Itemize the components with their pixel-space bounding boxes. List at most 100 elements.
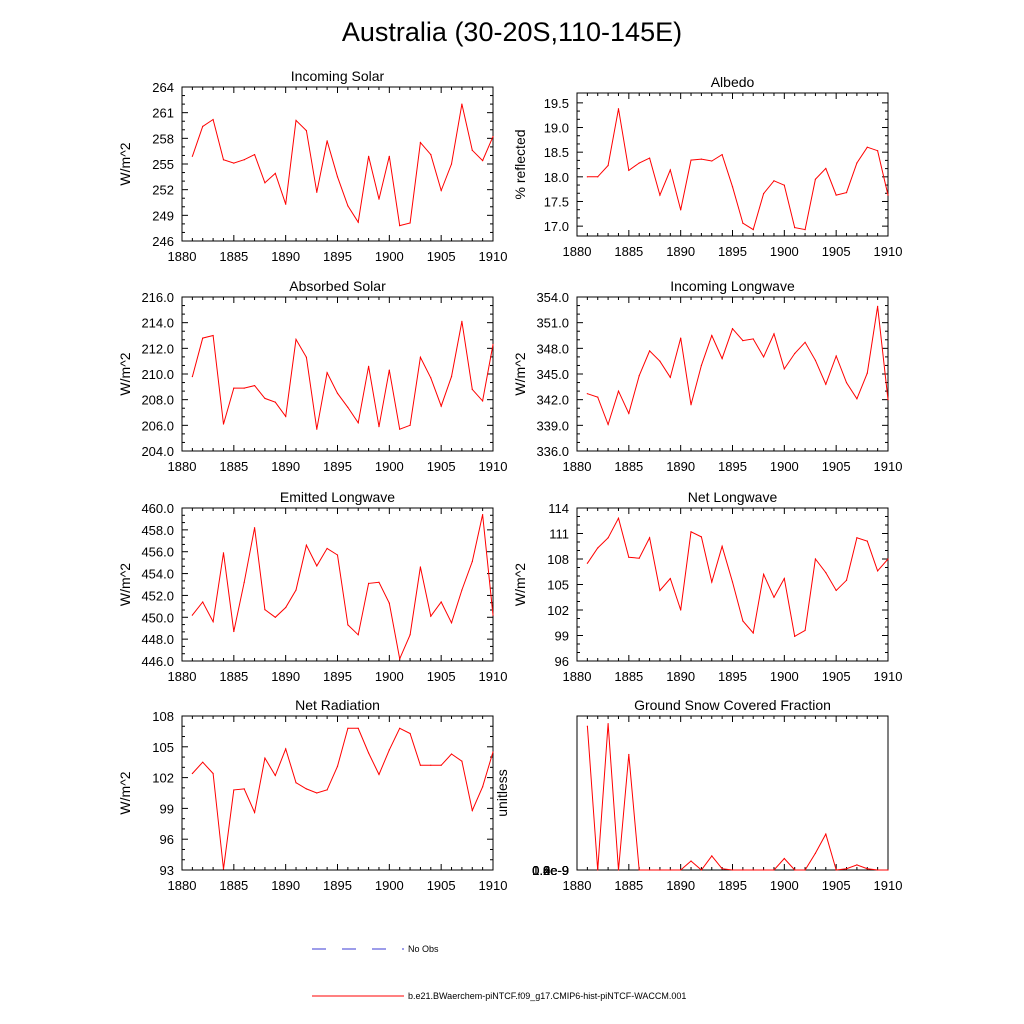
data-point — [617, 108, 620, 110]
panel-ground-snow-covered-fraction: Ground Snow Covered Fraction unitless 1880… — [494, 697, 902, 893]
data-point — [856, 537, 858, 539]
y-tick-label: 258 — [152, 131, 174, 146]
y-tick-label: 114 — [548, 501, 569, 516]
data-point — [357, 221, 359, 223]
data-point — [450, 622, 453, 624]
y-tick-label: 0.0e-9 — [532, 863, 569, 878]
x-tick-label: 1890 — [271, 249, 300, 264]
data-point — [814, 359, 817, 361]
data-point — [586, 393, 588, 395]
data-point — [399, 225, 401, 227]
y-tick-label: 0.8e-9 — [532, 863, 569, 878]
y-tick-label: 336.0 — [536, 444, 569, 459]
data-point — [711, 855, 713, 857]
data-point — [877, 150, 879, 152]
x-tick-label: 1880 — [563, 459, 592, 474]
x-tick-label: 1905 — [427, 459, 456, 474]
x-tick-label: 1890 — [271, 669, 300, 684]
data-point — [450, 753, 453, 755]
data-point — [586, 725, 588, 727]
panel-title: Incoming Longwave — [670, 278, 795, 294]
y-axis-label: W/m^2 — [117, 142, 133, 185]
x-tick-label: 1890 — [666, 878, 695, 893]
data-point — [388, 155, 390, 157]
data-point — [409, 222, 411, 224]
x-tick-label: 1895 — [323, 878, 352, 893]
y-tick-label: 206.0 — [141, 418, 174, 433]
data-point — [669, 376, 671, 379]
x-tick-label: 1910 — [874, 669, 903, 684]
data-point — [326, 547, 328, 550]
panel-absorbed-solar: Absorbed Solar W/m^2 1880 1885 1890 1895 1900 1… — [117, 278, 507, 474]
data-point — [680, 869, 682, 871]
x-tick-label: 1885 — [614, 669, 643, 684]
legend-model-label: b.e21.BWaerchem-piNTCF.f09_g17.CMIP6-his… — [408, 991, 686, 1001]
x-tick-label: 1890 — [271, 878, 300, 893]
x-tick-label: 1895 — [323, 459, 352, 474]
plot-frame — [181, 715, 494, 871]
y-tick-label: 105 — [152, 740, 174, 755]
data-point — [763, 192, 765, 195]
data-point — [783, 368, 785, 370]
y-tick-label: 252 — [152, 183, 174, 198]
y-tick-label: 216.0 — [141, 290, 174, 305]
x-tick-label: 1900 — [770, 878, 799, 893]
y-tick-label: 342.0 — [536, 393, 569, 408]
data-point — [264, 397, 266, 399]
data-point — [430, 377, 432, 379]
x-tick-label: 1885 — [219, 669, 248, 684]
y-tick-label: 1.2e-9 — [532, 863, 569, 878]
data-point — [700, 869, 703, 871]
y-tick-label: 348.0 — [536, 341, 569, 356]
x-tick-label: 1905 — [822, 244, 851, 259]
x-tick-label: 1885 — [219, 878, 248, 893]
y-tick-label: 339.0 — [536, 418, 569, 433]
data-point — [856, 864, 858, 866]
data-point — [648, 350, 651, 352]
data-point — [887, 558, 889, 560]
y-tick-label: 0.6e-9 — [532, 863, 569, 878]
plot-frame — [576, 92, 889, 237]
data-point — [430, 615, 432, 617]
y-axis-label: W/m^2 — [117, 771, 133, 814]
data-point — [295, 589, 297, 591]
data-point — [711, 581, 713, 583]
data-point — [274, 774, 276, 777]
y-tick-label: 351.0 — [536, 316, 569, 331]
data-point — [783, 577, 785, 580]
data-point — [690, 159, 692, 161]
x-tick-label: 1880 — [168, 669, 197, 684]
x-tick-label: 1900 — [375, 459, 404, 474]
data-point — [233, 162, 235, 164]
series-line — [587, 108, 889, 231]
data-point — [233, 789, 235, 791]
data-point — [680, 337, 682, 339]
data-point — [887, 869, 889, 871]
x-tick-label: 1900 — [770, 244, 799, 259]
data-point — [440, 405, 442, 407]
data-point — [295, 782, 297, 784]
data-point — [731, 869, 734, 871]
data-point — [638, 162, 640, 164]
data-point — [628, 412, 630, 414]
data-point — [316, 565, 318, 567]
data-point — [492, 136, 494, 138]
data-point — [305, 544, 307, 546]
data-point — [690, 860, 692, 862]
data-point — [368, 752, 370, 754]
series-line — [587, 306, 889, 427]
data-point — [357, 422, 359, 424]
data-point — [659, 869, 661, 871]
data-point — [804, 869, 806, 871]
y-axis-label: W/m^2 — [512, 352, 528, 395]
data-point — [191, 772, 193, 775]
data-point — [607, 537, 609, 539]
data-point — [388, 749, 390, 751]
data-point — [274, 401, 276, 403]
plot-frame — [181, 507, 494, 662]
data-point — [700, 158, 703, 160]
data-point — [430, 764, 432, 766]
data-point — [586, 176, 588, 178]
x-tick-label: 1890 — [666, 459, 695, 474]
